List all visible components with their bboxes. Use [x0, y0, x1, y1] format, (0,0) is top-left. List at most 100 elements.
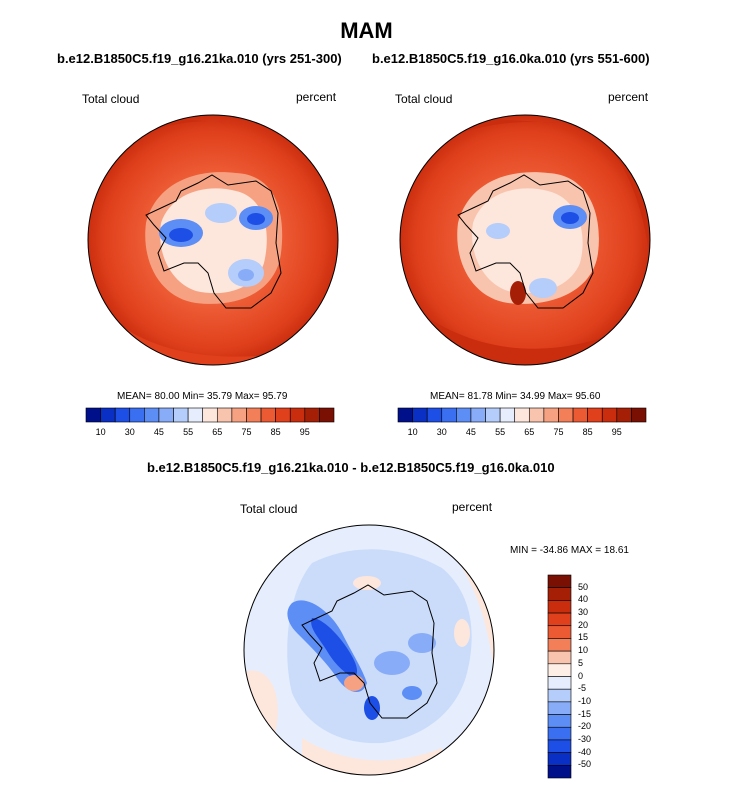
colorbar-tick-label: -50: [578, 759, 592, 770]
colorbar-swatch: [397, 407, 413, 423]
right-panel-units-label: percent: [608, 90, 649, 104]
colorbar-swatch: [547, 765, 572, 779]
colorbar-swatch: [558, 407, 574, 423]
colorbar-swatch: [547, 625, 572, 639]
colorbar-swatch: [319, 407, 335, 423]
colorbar-tick-label: 5: [578, 657, 584, 668]
colorbar-swatch: [547, 663, 572, 677]
colorbar-swatch: [456, 407, 472, 423]
colorbar-swatch: [246, 407, 262, 423]
colorbar-swatch: [514, 407, 530, 423]
colorbar-tick-label: -10: [578, 695, 592, 706]
colorbar-tick-label: 40: [578, 594, 589, 605]
colorbar-swatch: [547, 676, 572, 690]
colorbar-swatch: [470, 407, 486, 423]
colorbar-swatch: [547, 752, 572, 766]
right-colorbar: [397, 407, 647, 423]
colorbar-swatch: [231, 407, 247, 423]
colorbar-tick-label: 50: [578, 581, 589, 592]
colorbar-swatch: [289, 407, 306, 423]
colorbar-tick-label: 95: [299, 427, 310, 437]
colorbar-tick-label: 10: [407, 427, 418, 437]
colorbar-swatch: [158, 407, 174, 423]
colorbar-tick-label: 30: [436, 427, 447, 437]
colorbar-swatch: [275, 407, 291, 423]
colorbar-swatch: [187, 407, 204, 423]
left-polar-map: [87, 114, 339, 366]
colorbar-swatch: [616, 407, 632, 423]
colorbar-swatch: [547, 574, 572, 588]
colorbar-tick-label: 20: [578, 619, 589, 630]
colorbar-swatch: [304, 407, 320, 423]
colorbar-swatch: [631, 407, 647, 423]
colorbar-swatch: [100, 407, 116, 423]
colorbar-swatch: [547, 739, 572, 753]
left-panel-subtitle: b.e12.B1850C5.f19_g16.21ka.010 (yrs 251-…: [57, 51, 342, 66]
colorbar-swatch: [144, 407, 160, 423]
colorbar-tick-label: -20: [578, 721, 592, 732]
diff-panel-variable-label: Total cloud: [240, 502, 298, 516]
colorbar-tick-label: 85: [582, 427, 593, 437]
right-colorbar-ticks: 10 30 45 55 65 75 85 95: [398, 427, 646, 439]
page-title: MAM: [340, 18, 393, 43]
colorbar-tick-label: 15: [578, 632, 589, 643]
colorbar-swatch: [547, 612, 572, 627]
colorbar-tick-label: -40: [578, 746, 592, 757]
colorbar-swatch: [547, 701, 572, 715]
right-panel-stats: MEAN= 81.78 Min= 34.99 Max= 95.60: [430, 391, 601, 402]
colorbar-tick-label: 75: [241, 427, 252, 437]
colorbar-swatch: [547, 688, 572, 703]
colorbar-tick-label: 75: [553, 427, 564, 437]
colorbar-swatch: [216, 407, 233, 423]
colorbar-swatch: [85, 407, 101, 423]
colorbar-swatch: [543, 407, 559, 423]
colorbar-swatch: [485, 407, 501, 423]
diff-panel-units-label: percent: [452, 500, 493, 514]
left-panel-variable-label: Total cloud: [82, 92, 140, 106]
colorbar-swatch: [547, 726, 572, 741]
colorbar-swatch: [173, 407, 189, 423]
colorbar-tick-label: 85: [270, 427, 281, 437]
colorbar-swatch: [499, 407, 516, 423]
colorbar-swatch: [528, 407, 545, 423]
colorbar-swatch: [587, 407, 603, 423]
right-panel-variable-label: Total cloud: [395, 92, 453, 106]
colorbar-swatch: [547, 600, 572, 614]
left-panel-stats: MEAN= 80.00 Min= 35.79 Max= 95.79: [117, 391, 288, 402]
colorbar-swatch: [547, 714, 572, 728]
colorbar-swatch: [572, 407, 588, 423]
colorbar-tick-label: 95: [611, 427, 622, 437]
colorbar-tick-label: -15: [578, 708, 592, 719]
left-colorbar: [85, 407, 335, 423]
colorbar-swatch: [260, 407, 276, 423]
left-panel-units-label: percent: [296, 90, 337, 104]
colorbar-tick-label: 30: [578, 607, 589, 618]
colorbar-tick-label: 55: [495, 427, 506, 437]
right-panel-subtitle: b.e12.B1850C5.f19_g16.0ka.010 (yrs 551-6…: [372, 51, 650, 66]
diff-panel-subtitle: b.e12.B1850C5.f19_g16.21ka.010 - b.e12.B…: [147, 460, 555, 475]
colorbar-swatch: [441, 407, 457, 423]
colorbar-tick-label: 30: [124, 427, 135, 437]
colorbar-tick-label: -30: [578, 733, 592, 744]
colorbar-swatch: [547, 650, 572, 665]
colorbar-tick-label: 45: [465, 427, 476, 437]
colorbar-tick-label: 65: [212, 427, 223, 437]
diff-colorbar: [547, 574, 572, 779]
colorbar-tick-label: 10: [95, 427, 106, 437]
difference-polar-map: [243, 524, 495, 776]
colorbar-swatch: [601, 407, 618, 423]
colorbar-swatch: [547, 587, 572, 601]
left-colorbar-ticks: 10 30 45 55 65 75 85 95: [86, 427, 334, 439]
colorbar-swatch: [114, 407, 131, 423]
colorbar-tick-label: 10: [578, 645, 589, 656]
colorbar-tick-label: 0: [578, 670, 584, 681]
right-polar-map: [399, 114, 651, 366]
diff-panel-stats: MIN = -34.86 MAX = 18.61: [510, 545, 629, 556]
colorbar-tick-label: 65: [524, 427, 535, 437]
colorbar-swatch: [202, 407, 218, 423]
colorbar-swatch: [129, 407, 145, 423]
diff-colorbar-ticks: 50 40 30 20 15 10 5 0 -5 -10 -15 -20 -30 -40 -50: [578, 575, 608, 778]
colorbar-swatch: [547, 638, 572, 652]
colorbar-tick-label: -5: [578, 683, 587, 694]
colorbar-swatch: [426, 407, 443, 423]
